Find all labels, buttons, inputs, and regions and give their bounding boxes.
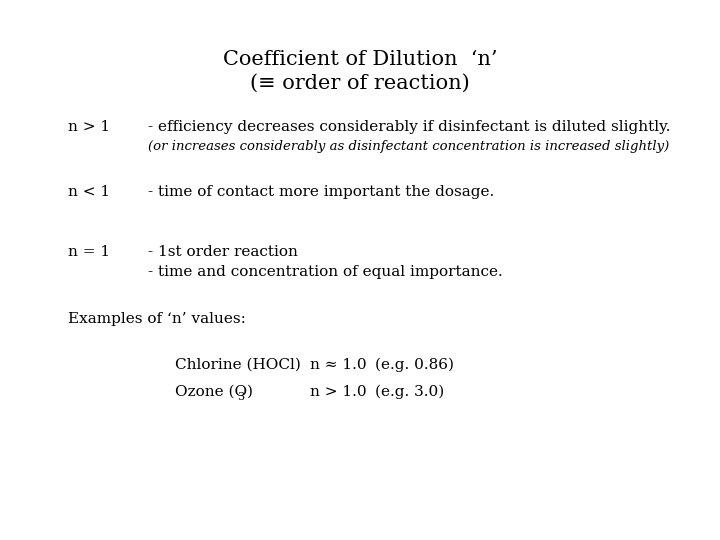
- Text: n < 1: n < 1: [68, 185, 110, 199]
- Text: ): ): [247, 385, 253, 399]
- Text: Coefficient of Dilution  ‘n’: Coefficient of Dilution ‘n’: [222, 50, 498, 69]
- Text: - time of contact more important the dosage.: - time of contact more important the dos…: [148, 185, 494, 199]
- Text: Chlorine (HOCl): Chlorine (HOCl): [175, 358, 301, 372]
- Text: - time and concentration of equal importance.: - time and concentration of equal import…: [148, 265, 503, 279]
- Text: Ozone (O: Ozone (O: [175, 385, 247, 399]
- Text: Examples of ‘n’ values:: Examples of ‘n’ values:: [68, 312, 246, 326]
- Text: 3: 3: [237, 392, 244, 402]
- Text: (or increases considerably as disinfectant concentration is increased slightly): (or increases considerably as disinfecta…: [148, 140, 670, 153]
- Text: - efficiency decreases considerably if disinfectant is diluted slightly.: - efficiency decreases considerably if d…: [148, 120, 670, 134]
- Text: n = 1: n = 1: [68, 245, 110, 259]
- Text: (e.g. 0.86): (e.g. 0.86): [375, 358, 454, 373]
- Text: n ≈ 1.0: n ≈ 1.0: [310, 358, 366, 372]
- Text: n > 1.0: n > 1.0: [310, 385, 366, 399]
- Text: (e.g. 3.0): (e.g. 3.0): [375, 385, 444, 400]
- Text: (≡ order of reaction): (≡ order of reaction): [250, 74, 470, 93]
- Text: n > 1: n > 1: [68, 120, 110, 134]
- Text: - 1st order reaction: - 1st order reaction: [148, 245, 298, 259]
